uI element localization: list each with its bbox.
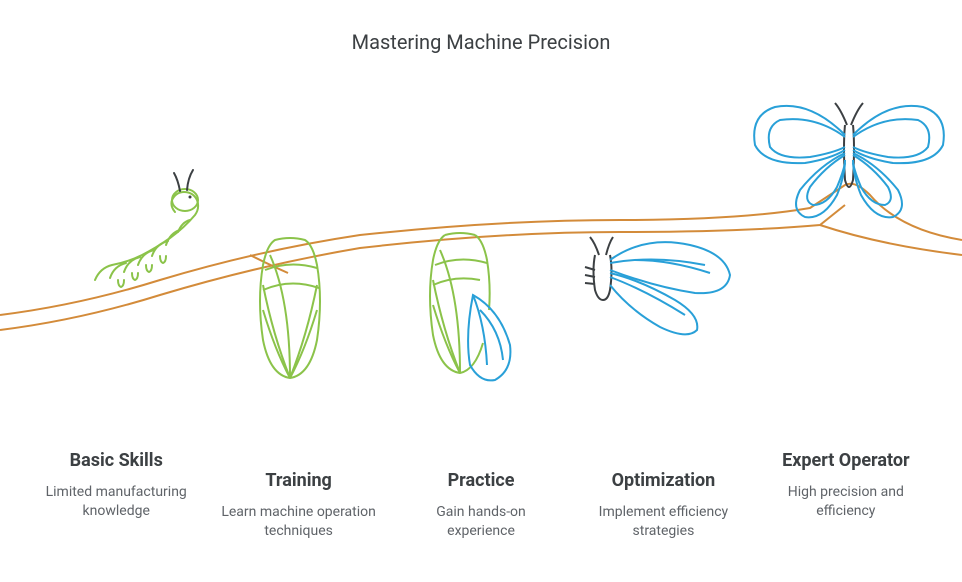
stage-optimization: Optimization Implement efficiency strate… xyxy=(577,470,749,542)
cocoon-opening-icon xyxy=(430,233,510,380)
stage-title: Practice xyxy=(401,470,561,493)
metamorphosis-illustration xyxy=(0,80,962,410)
stage-title: Expert Operator xyxy=(766,450,926,473)
stage-basic-skills: Basic Skills Limited manufacturing knowl… xyxy=(30,470,202,542)
stage-desc: Limited manufacturing knowledge xyxy=(36,483,196,522)
branch xyxy=(0,184,962,330)
cocoon-icon xyxy=(260,238,320,378)
caterpillar-icon xyxy=(95,170,198,287)
stage-expert-operator: Expert Operator High precision and effic… xyxy=(760,470,932,542)
stage-title: Training xyxy=(218,470,378,493)
stage-desc: Learn machine operation techniques xyxy=(218,503,378,542)
stages-row: Basic Skills Limited manufacturing knowl… xyxy=(30,470,932,542)
butterfly-icon xyxy=(754,103,944,217)
butterfly-emerging-icon xyxy=(585,237,730,334)
stage-title: Basic Skills xyxy=(36,450,196,473)
diagram-title: Mastering Machine Precision xyxy=(0,30,962,54)
stage-training: Training Learn machine operation techniq… xyxy=(212,470,384,542)
stage-title: Optimization xyxy=(583,470,743,493)
stage-desc: Implement efficiency strategies xyxy=(583,503,743,542)
stage-desc: Gain hands-on experience xyxy=(401,503,561,542)
stage-desc: High precision and efficiency xyxy=(766,483,926,522)
stage-practice: Practice Gain hands-on experience xyxy=(395,470,567,542)
